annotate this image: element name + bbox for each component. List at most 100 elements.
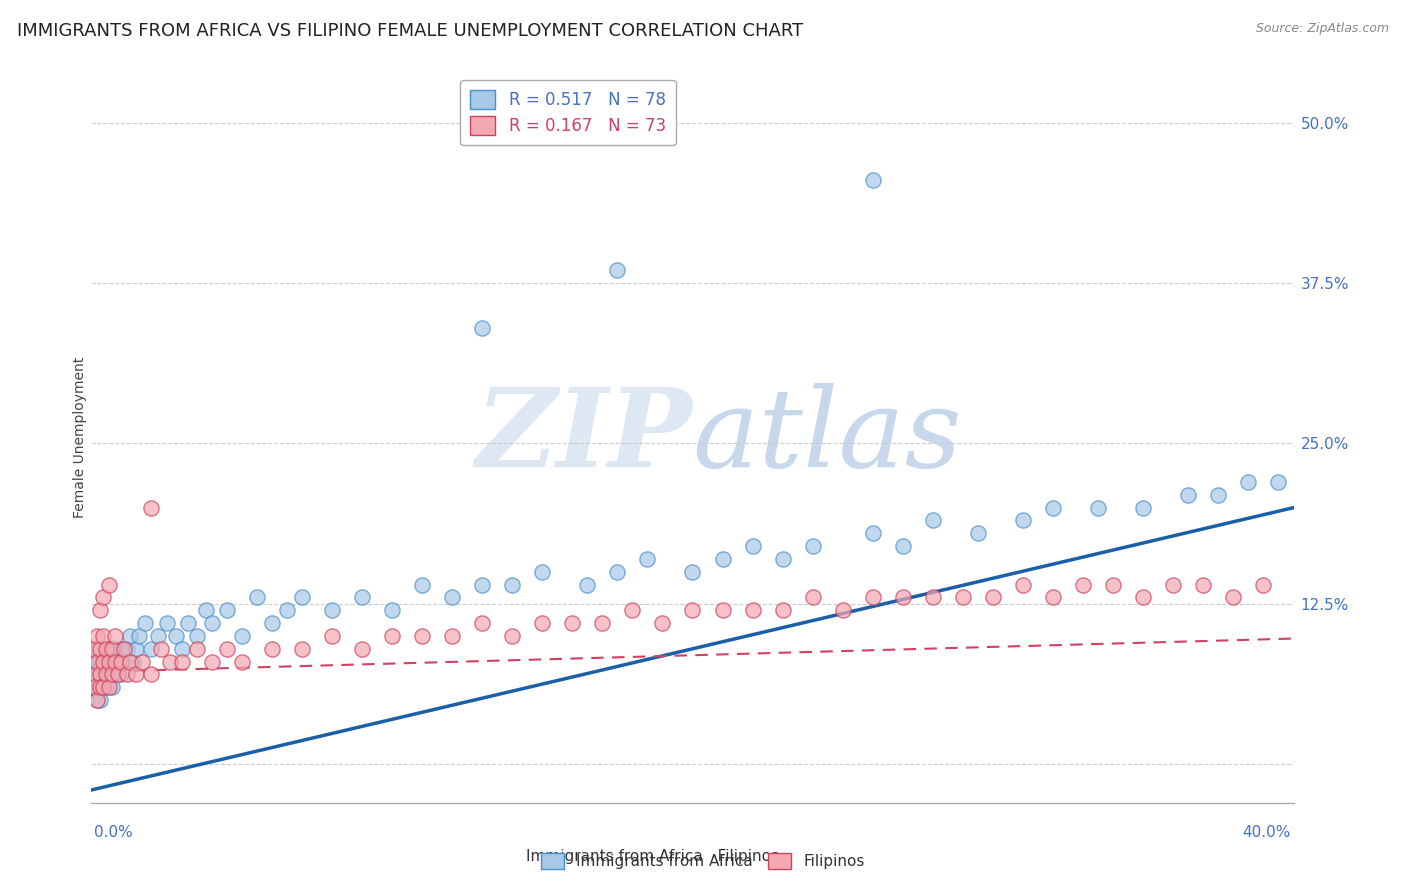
Point [186, 629, 208, 643]
Point [772, 552, 794, 566]
Point [1042, 591, 1064, 605]
Point [128, 629, 150, 643]
Point [93, 591, 115, 605]
Point [215, 603, 238, 617]
Point [117, 667, 139, 681]
Point [104, 655, 127, 669]
Point [501, 629, 523, 643]
Point [141, 641, 163, 656]
Point [621, 603, 644, 617]
Point [591, 616, 613, 631]
Point [86, 667, 108, 681]
Point [134, 616, 156, 631]
Legend: R = 0.517   N = 78, R = 0.167   N = 73: R = 0.517 N = 78, R = 0.167 N = 73 [460, 79, 676, 145]
Point [681, 565, 703, 579]
Point [862, 173, 884, 187]
Point [1192, 577, 1215, 591]
Point [107, 667, 129, 681]
Point [83, 641, 105, 656]
Point [170, 641, 193, 656]
Point [86, 681, 108, 695]
Point [891, 591, 914, 605]
Point [471, 321, 494, 335]
Point [86, 641, 108, 656]
Point [186, 641, 208, 656]
Point [711, 603, 734, 617]
Point [117, 641, 139, 656]
Point [471, 577, 494, 591]
Point [1161, 577, 1184, 591]
Point [922, 591, 945, 605]
Point [98, 655, 121, 669]
Point [1132, 500, 1154, 515]
Point [114, 641, 136, 656]
Point [862, 526, 884, 541]
Point [1267, 475, 1289, 489]
Legend: Immigrants from Africa, Filipinos: Immigrants from Africa, Filipinos [536, 847, 870, 875]
Point [83, 655, 105, 669]
Point [89, 681, 111, 695]
Point [1012, 514, 1035, 528]
Point [321, 603, 343, 617]
Point [576, 577, 599, 591]
Point [606, 263, 628, 277]
Text: atlas: atlas [692, 384, 962, 491]
Point [98, 641, 121, 656]
Y-axis label: Female Unemployment: Female Unemployment [73, 357, 87, 517]
Point [276, 603, 298, 617]
Point [231, 629, 253, 643]
Point [651, 616, 673, 631]
Text: Source: ZipAtlas.com: Source: ZipAtlas.com [1256, 22, 1389, 36]
Point [201, 616, 224, 631]
Point [561, 616, 583, 631]
Point [110, 641, 132, 656]
Point [831, 603, 853, 617]
Point [83, 681, 105, 695]
Point [772, 603, 794, 617]
Point [93, 629, 115, 643]
Point [440, 629, 463, 643]
Point [471, 616, 494, 631]
Point [411, 629, 433, 643]
Point [89, 681, 111, 695]
Point [170, 655, 193, 669]
Point [1222, 591, 1244, 605]
Point [260, 641, 283, 656]
Point [381, 603, 404, 617]
Point [801, 591, 824, 605]
Point [159, 655, 181, 669]
Point [1102, 577, 1125, 591]
Point [125, 667, 148, 681]
Point [96, 641, 118, 656]
Point [104, 641, 127, 656]
Point [1012, 577, 1035, 591]
Point [381, 629, 404, 643]
Point [96, 655, 118, 669]
Point [125, 641, 148, 656]
Point [104, 667, 127, 681]
Point [89, 641, 111, 656]
Point [93, 667, 115, 681]
Point [1132, 591, 1154, 605]
Point [291, 591, 314, 605]
Point [291, 641, 314, 656]
Point [165, 629, 187, 643]
Point [146, 629, 169, 643]
Point [86, 693, 108, 707]
Point [952, 591, 974, 605]
Point [96, 667, 118, 681]
Point [1087, 500, 1109, 515]
Point [606, 565, 628, 579]
Point [741, 603, 763, 617]
Point [260, 616, 283, 631]
Point [201, 655, 224, 669]
Point [891, 539, 914, 553]
Point [967, 526, 990, 541]
Point [89, 667, 111, 681]
Point [101, 681, 124, 695]
Point [96, 681, 118, 695]
Point [83, 681, 105, 695]
Point [801, 539, 824, 553]
Point [350, 591, 373, 605]
Text: Filipinos: Filipinos [703, 849, 779, 863]
